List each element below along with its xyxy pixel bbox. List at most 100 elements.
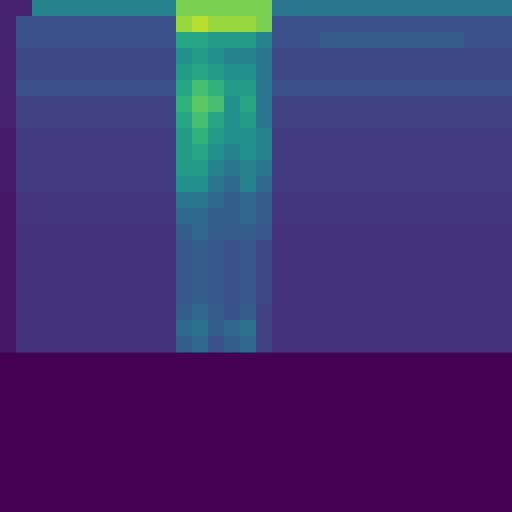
cell: [176, 32, 193, 49]
cell: [80, 96, 97, 113]
cell: [352, 224, 369, 241]
cell: [368, 48, 385, 65]
cell: [176, 96, 193, 113]
cell: [352, 176, 369, 193]
cell: [32, 144, 49, 161]
cell: [192, 96, 209, 113]
cell: [96, 96, 113, 113]
cell: [496, 240, 512, 257]
cell: [416, 336, 433, 353]
cell: [144, 256, 161, 273]
cell: [320, 320, 337, 337]
cell: [336, 288, 353, 305]
cell: [288, 64, 305, 81]
cell: [160, 176, 177, 193]
cell: [448, 112, 465, 129]
cell: [80, 144, 97, 161]
cell: [176, 128, 193, 145]
cell: [144, 64, 161, 81]
cell: [304, 144, 321, 161]
cell: [64, 304, 81, 321]
cell: [32, 320, 49, 337]
cell: [112, 80, 129, 97]
cell: [416, 208, 433, 225]
cell: [80, 80, 97, 97]
cell: [48, 256, 65, 273]
cell: [320, 0, 337, 17]
cell: [96, 48, 113, 65]
cell: [48, 96, 65, 113]
cell: [192, 160, 209, 177]
cell: [0, 160, 17, 177]
background: [0, 0, 512, 512]
cell: [128, 112, 145, 129]
cell: [320, 64, 337, 81]
cell: [288, 208, 305, 225]
cell: [352, 272, 369, 289]
cell: [128, 0, 145, 17]
cell: [112, 240, 129, 257]
cell: [416, 64, 433, 81]
cell: [368, 224, 385, 241]
cell: [80, 128, 97, 145]
cell: [464, 320, 481, 337]
cell: [448, 64, 465, 81]
cell: [272, 192, 289, 209]
cell: [256, 112, 273, 129]
cell: [64, 336, 81, 353]
cell: [432, 96, 449, 113]
cell: [0, 336, 17, 353]
cell: [208, 240, 225, 257]
cell: [160, 0, 177, 17]
cell: [304, 256, 321, 273]
cell: [272, 32, 289, 49]
cell: [192, 256, 209, 273]
cell: [48, 192, 65, 209]
cell: [240, 16, 257, 33]
cell: [208, 208, 225, 225]
cell: [96, 304, 113, 321]
cell: [128, 256, 145, 273]
cell: [176, 0, 193, 17]
cell: [464, 336, 481, 353]
cell: [304, 176, 321, 193]
cell: [288, 256, 305, 273]
cell: [304, 160, 321, 177]
cell: [368, 240, 385, 257]
cell: [240, 192, 257, 209]
cell: [288, 320, 305, 337]
cell: [368, 64, 385, 81]
cell: [224, 32, 241, 49]
cell: [112, 16, 129, 33]
cell: [176, 80, 193, 97]
cell: [336, 240, 353, 257]
cell: [400, 224, 417, 241]
cell: [240, 80, 257, 97]
cell: [48, 208, 65, 225]
cell: [160, 96, 177, 113]
cell: [464, 208, 481, 225]
cell: [448, 288, 465, 305]
cell: [384, 160, 401, 177]
cell: [336, 144, 353, 161]
cell: [176, 272, 193, 289]
cell: [176, 48, 193, 65]
cell: [240, 128, 257, 145]
cell: [448, 0, 465, 17]
cell: [96, 32, 113, 49]
cell: [416, 32, 433, 49]
cell: [96, 128, 113, 145]
cell: [480, 0, 497, 17]
cell: [96, 240, 113, 257]
cell: [320, 288, 337, 305]
cell: [336, 112, 353, 129]
cell: [480, 288, 497, 305]
cell: [368, 208, 385, 225]
cell: [448, 208, 465, 225]
cell: [208, 192, 225, 209]
cell: [464, 32, 481, 49]
cell: [64, 272, 81, 289]
cell: [0, 0, 17, 17]
cell: [128, 64, 145, 81]
cell: [432, 336, 449, 353]
